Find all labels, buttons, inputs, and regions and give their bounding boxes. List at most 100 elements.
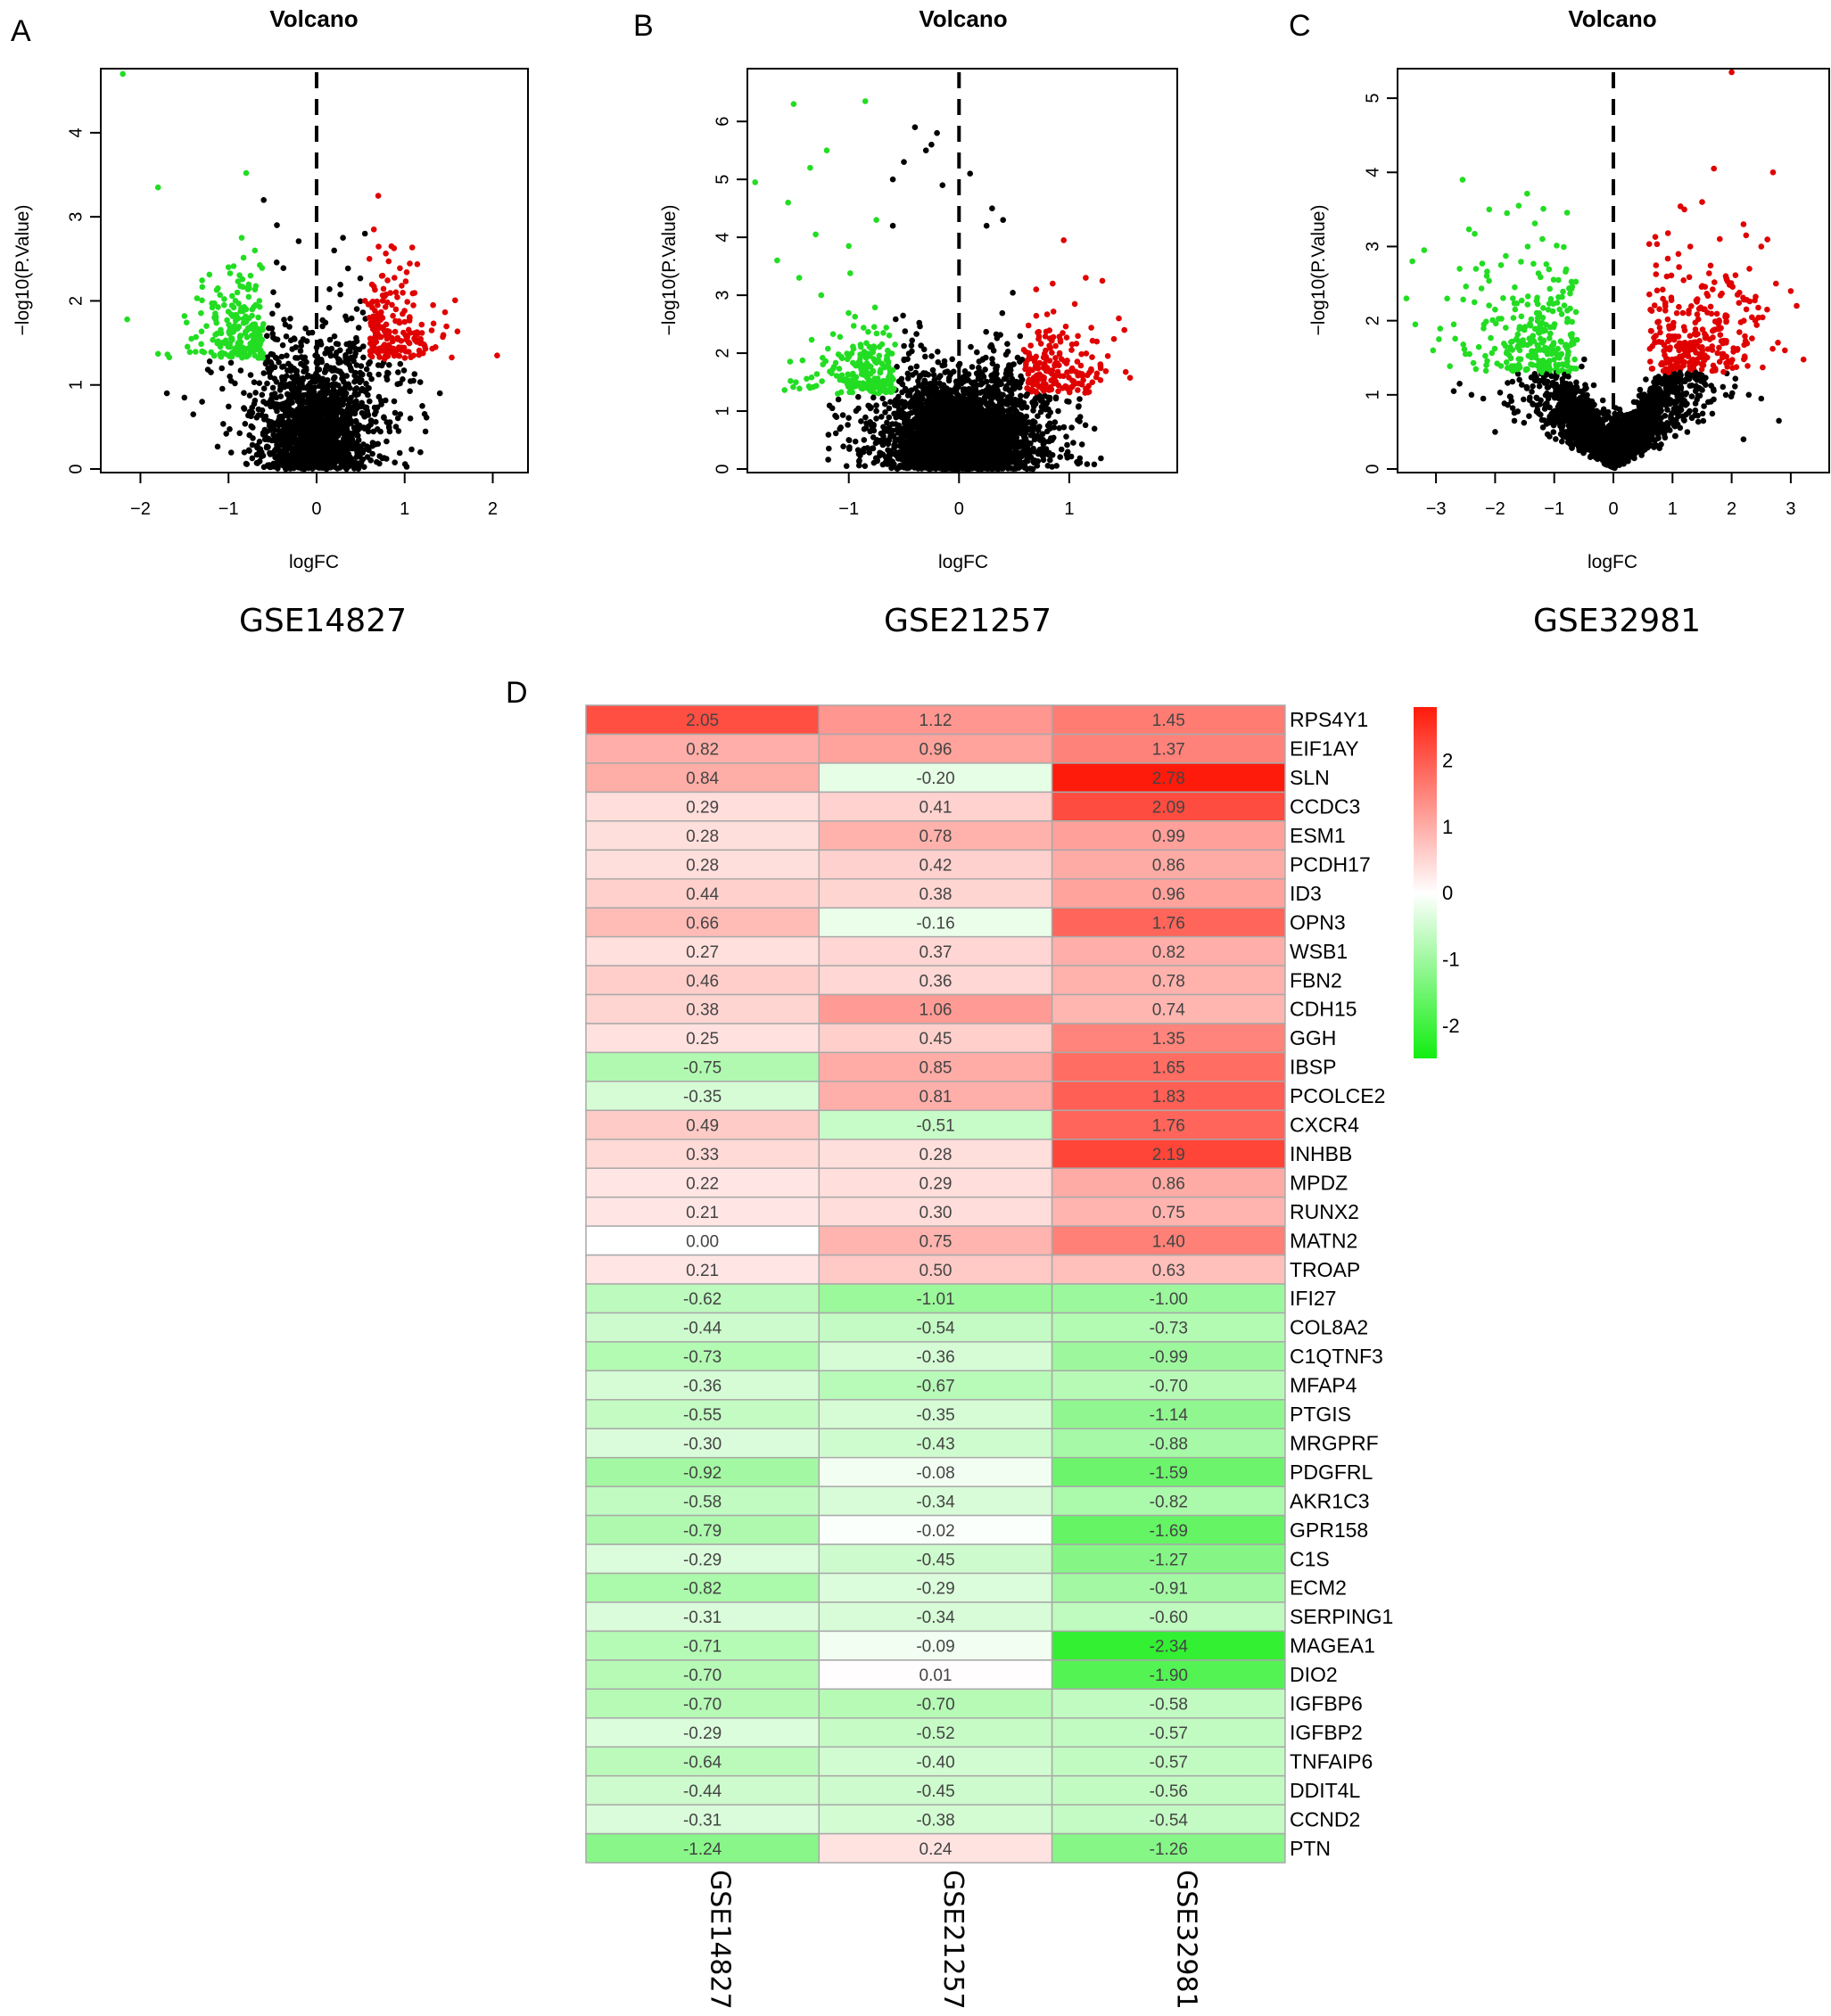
- volcano-point: [1058, 446, 1065, 453]
- volcano-point: [224, 317, 230, 324]
- volcano-point: [305, 413, 311, 420]
- volcano-point: [230, 263, 237, 269]
- volcano-point: [360, 447, 367, 454]
- volcano-point: [266, 325, 272, 332]
- volcano-point: [269, 384, 276, 391]
- volcano-point: [349, 457, 355, 464]
- volcano-point: [373, 313, 380, 320]
- volcano-point: [237, 367, 244, 374]
- volcano-point: [334, 433, 341, 440]
- volcano-point: [243, 169, 250, 177]
- volcano-point: [902, 328, 909, 334]
- volcano-point: [218, 353, 224, 359]
- volcano-point: [400, 310, 406, 317]
- volcano-point: [367, 371, 373, 378]
- volcano-point: [248, 413, 254, 420]
- volcano-point: [223, 431, 229, 437]
- volcano-point: [259, 391, 266, 399]
- volcano-point: [154, 184, 161, 191]
- volcano-point: [261, 436, 268, 443]
- volcano-point: [385, 350, 392, 357]
- volcano-point: [325, 405, 332, 411]
- volcano-point: [227, 270, 234, 276]
- volcano-point: [356, 346, 363, 353]
- volcano-point: [861, 425, 868, 432]
- volcano-point: [235, 324, 243, 330]
- volcano-point: [249, 441, 256, 448]
- volcano-point: [206, 271, 213, 278]
- volcano-point: [832, 430, 839, 437]
- volcano-point: [354, 424, 361, 431]
- volcano-point: [244, 326, 251, 333]
- volcano-point: [350, 407, 357, 414]
- volcano-point: [1047, 457, 1053, 464]
- volcano-point: [382, 304, 389, 310]
- volcano-point: [941, 362, 948, 368]
- volcano-point: [846, 446, 853, 452]
- volcano-point: [1068, 453, 1075, 460]
- volcano-point: [369, 440, 376, 446]
- volcano-point: [309, 401, 315, 408]
- volcano-point: [255, 406, 262, 413]
- volcano-point: [278, 433, 285, 440]
- volcano-point: [408, 244, 416, 251]
- volcano-point: [329, 458, 336, 465]
- volcano-point: [228, 337, 235, 343]
- y-tick-label: 1: [66, 380, 86, 390]
- volcano-point: [318, 358, 326, 366]
- volcano-point: [402, 278, 409, 284]
- volcano-point: [263, 429, 270, 435]
- volcano-point: [392, 459, 399, 465]
- volcano-point: [365, 428, 372, 435]
- volcano-point: [411, 330, 418, 336]
- volcano-point: [326, 451, 333, 457]
- volcano-point: [983, 328, 989, 335]
- volcano-point: [264, 443, 270, 450]
- volcano-point: [372, 333, 379, 339]
- volcano-point: [330, 406, 337, 412]
- volcano-point: [395, 428, 402, 434]
- volcano-point: [203, 323, 210, 330]
- volcano-point: [357, 298, 364, 305]
- volcano-point: [351, 353, 359, 359]
- volcano-point: [440, 332, 447, 339]
- volcano-point: [355, 325, 362, 331]
- volcano-point: [353, 454, 360, 460]
- volcano-point: [327, 419, 334, 426]
- volcano-point: [287, 419, 294, 426]
- volcano-point: [309, 460, 316, 467]
- volcano-point: [212, 310, 219, 317]
- volcano-point: [374, 458, 380, 465]
- volcano-point: [227, 426, 233, 432]
- volcano-point: [225, 403, 232, 410]
- volcano-point: [251, 379, 258, 386]
- volcano-point: [283, 373, 290, 380]
- volcano-point: [882, 400, 888, 407]
- volcano-point: [968, 343, 974, 350]
- volcano-point: [260, 452, 267, 459]
- volcano-point: [340, 447, 346, 453]
- volcano-point: [314, 360, 321, 367]
- volcano-point: [366, 315, 373, 321]
- volcano-point: [388, 243, 395, 250]
- volcano-point: [359, 377, 365, 383]
- volcano-point: [194, 295, 201, 301]
- volcano-point: [186, 349, 194, 356]
- volcano-point: [250, 435, 256, 441]
- volcano-point: [406, 349, 412, 355]
- volcano-point: [281, 448, 288, 456]
- volcano-point: [361, 230, 368, 237]
- volcano-point: [402, 332, 408, 339]
- volcano-point: [379, 315, 386, 321]
- volcano-point: [340, 235, 346, 242]
- volcano-point: [256, 380, 263, 387]
- volcano-point: [120, 70, 126, 78]
- volcano-point: [348, 432, 355, 440]
- volcano-point: [302, 443, 309, 450]
- volcano-point: [292, 432, 298, 439]
- volcano-point: [263, 400, 269, 407]
- volcano-point: [242, 421, 249, 427]
